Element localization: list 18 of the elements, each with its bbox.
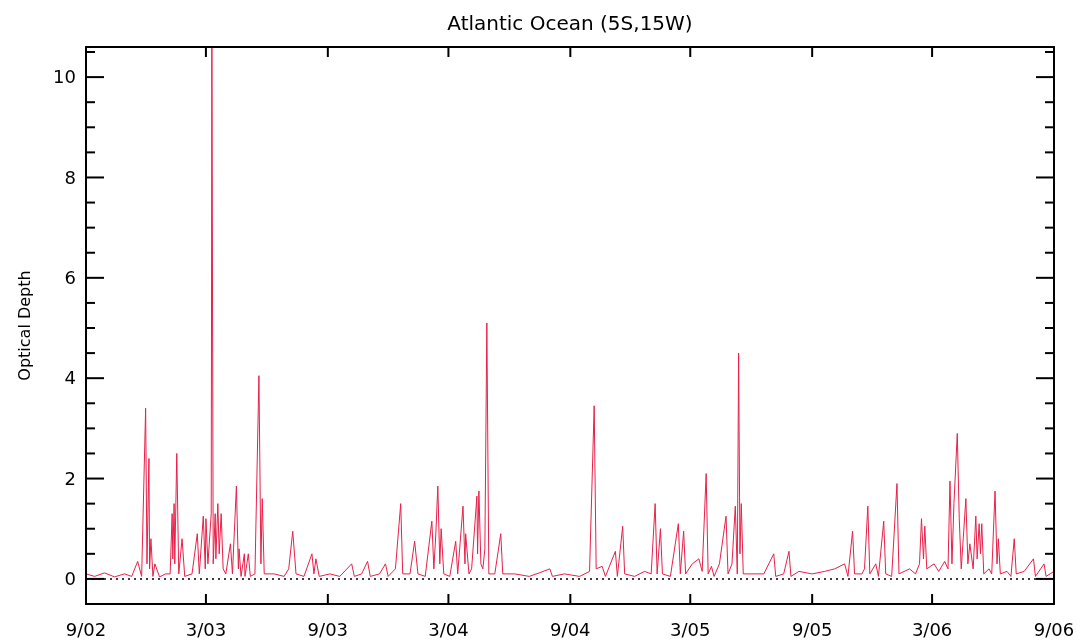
- x-tick-label: 3/05: [670, 619, 711, 640]
- y-tick-label: 2: [64, 467, 76, 489]
- y-tick-label: 6: [64, 267, 76, 289]
- x-tick-label: 3/06: [911, 619, 953, 640]
- x-tick-label: 9/06: [1033, 619, 1075, 640]
- y-axis-title: Optical Depth: [15, 270, 34, 381]
- y-tick-label: 4: [64, 367, 76, 389]
- x-tick-label: 9/02: [65, 619, 107, 640]
- line-series: [86, 47, 1054, 578]
- x-tick-label: 9/05: [791, 619, 833, 640]
- y-tick-label: 10: [53, 66, 76, 88]
- y-tick-label: 0: [64, 568, 76, 590]
- x-tick-label: 3/03: [185, 619, 227, 640]
- x-tick-label: 9/04: [550, 619, 591, 640]
- x-tick-label: 9/03: [307, 619, 349, 640]
- chart-title: Atlantic Ocean (5S,15W): [447, 11, 693, 35]
- x-tick-label: 3/04: [428, 619, 469, 640]
- y-tick-label: 8: [64, 166, 76, 188]
